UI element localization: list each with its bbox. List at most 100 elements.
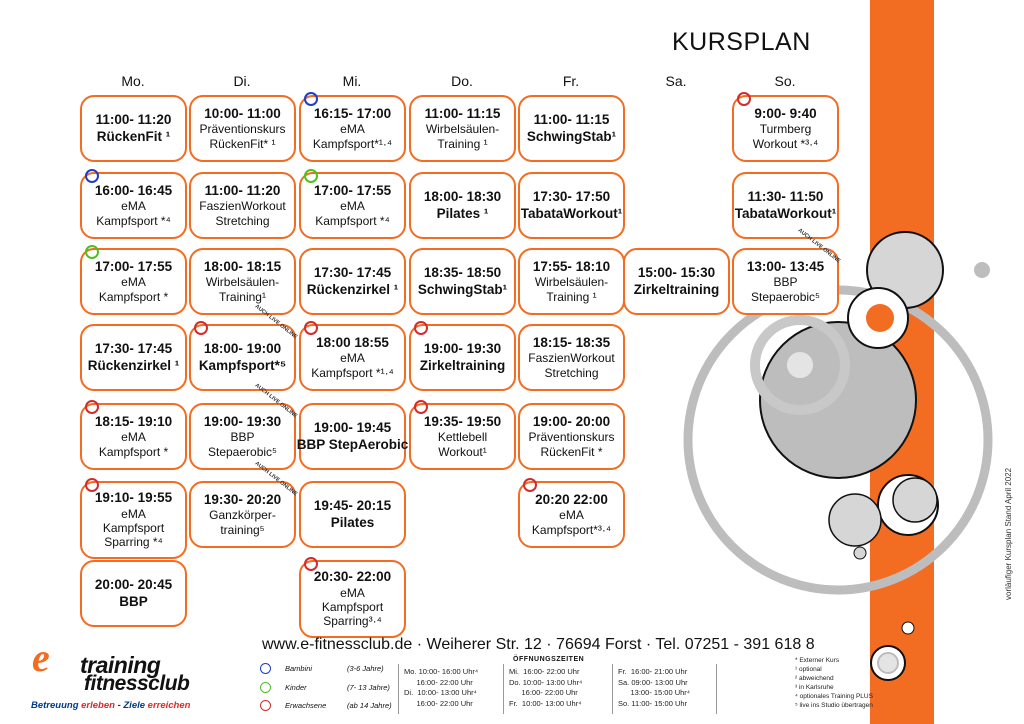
course-time: 17:00- 17:55	[313, 183, 392, 199]
course-card: 13:00- 13:45 BBP Stepaerobic⁵	[732, 248, 839, 315]
course-card: 17:30- 17:50 TabataWorkout¹	[518, 172, 625, 239]
course-name: Wirbelsäulen-	[425, 122, 500, 137]
red-age-group-icon	[85, 478, 99, 492]
blue-age-group-icon	[85, 169, 99, 183]
course-card: 20:30- 22:00 eMA Kampfsport Sparring³·⁴	[299, 560, 406, 638]
course-name: SchwingStab¹	[526, 128, 617, 144]
course-time: 17:30- 17:45	[313, 265, 392, 281]
course-time: 11:00- 11:15	[533, 112, 610, 128]
red-age-group-icon	[523, 478, 537, 492]
red-age-group-icon	[414, 400, 428, 414]
course-card: 11:00- 11:20 RückenFit ¹	[80, 95, 187, 162]
red-circle-icon	[260, 700, 271, 711]
course-name: eMA	[121, 430, 146, 445]
course-card: 11:00- 11:15 Wirbelsäulen- Training ¹	[409, 95, 516, 162]
course-card: 18:00- 19:00 Kampfsport*⁵	[189, 324, 296, 391]
club-logo: e training fitnessclub Betreuung erleben…	[30, 630, 220, 720]
course-name: FaszienWorkout	[199, 199, 286, 214]
legend-age: (ab 14 Jahre)	[347, 701, 392, 710]
legend-label: Bambini	[285, 664, 313, 673]
course-name: Wirbelsäulen-	[205, 275, 280, 290]
course-card: 9:00- 9:40 Turmberg Workout *³·⁴	[732, 95, 839, 162]
course-name: Zirkeltraining	[633, 281, 720, 297]
course-name: Pilates ¹	[436, 205, 489, 221]
course-time: 18:00- 19:00	[203, 341, 282, 357]
course-time: 19:35- 19:50	[423, 414, 502, 430]
logo-text-fitnessclub: fitnessclub	[84, 672, 190, 695]
course-name: eMA	[340, 351, 365, 366]
footnote: ⁵ live ins Studio übertragen	[795, 702, 873, 709]
course-name: Rückenzirkel ¹	[87, 357, 180, 373]
day-header: Do.	[451, 73, 473, 89]
logo-text-training: training	[80, 652, 161, 678]
course-time: 19:10- 19:55	[94, 490, 173, 506]
course-card: 11:00- 11:20 FaszienWorkout Stretching	[189, 172, 296, 239]
contact-line: www.e-fitnessclub.de · Weiherer Str. 12 …	[262, 636, 815, 653]
course-card: 15:00- 15:30 Zirkeltraining	[623, 248, 730, 315]
course-time: 20:20 22:00	[535, 492, 608, 508]
footnote: ³ in Karlsruhe	[795, 684, 834, 691]
slogan-part: erleben	[81, 700, 115, 711]
course-name: Wirbelsäulen-	[534, 275, 609, 290]
course-card: 19:45- 20:15 Pilates	[299, 481, 406, 548]
course-name: BBP	[773, 275, 798, 290]
course-time: 13:00- 13:45	[746, 259, 825, 275]
course-name: Sparring *⁴	[104, 535, 163, 550]
slogan-part: Betreuung	[31, 700, 82, 711]
footnote: ⁴ optionales Training PLUS	[795, 693, 873, 700]
course-time: 19:00- 20:00	[532, 414, 611, 430]
course-name: TabataWorkout¹	[734, 205, 837, 221]
course-card: 18:15- 19:10 eMA Kampfsport *	[80, 403, 187, 470]
course-name: BBP StepAerobic	[296, 436, 409, 452]
green-age-group-icon	[85, 245, 99, 259]
day-header: Mo.	[121, 73, 145, 89]
course-name: Stepaerobic⁵	[750, 289, 821, 304]
course-name: RückenFit ¹	[96, 128, 171, 144]
course-name: Training ¹	[546, 289, 597, 304]
course-card: 19:30- 20:20 Ganzkörper-training⁵	[189, 481, 296, 548]
course-name: Rückenzirkel ¹	[306, 281, 399, 297]
course-card: 17:00- 17:55 eMA Kampfsport *	[80, 248, 187, 315]
course-time: 18:00- 18:15	[203, 259, 282, 275]
course-card: 18:35- 18:50 SchwingStab¹	[409, 248, 516, 315]
course-card: 16:15- 17:00 eMA Kampfsport*¹·⁴	[299, 95, 406, 162]
course-card: 19:35- 19:50 Kettlebell Workout¹	[409, 403, 516, 470]
opening-hours-col1: Mo. 10:00- 16:00 Uhr⁴ 16:00- 22:00 Uhr D…	[404, 667, 479, 708]
divider	[398, 664, 399, 714]
course-time: 19:30- 20:20	[203, 492, 282, 508]
course-name: Stepaerobic⁵	[207, 444, 278, 459]
footnote: ² abweichend	[795, 675, 834, 682]
green-circle-icon	[260, 682, 271, 693]
course-name: Sparring³·⁴	[323, 614, 382, 629]
course-card: 10:00- 11:00 Präventionskurs RückenFit* ¹	[189, 95, 296, 162]
course-name: Kettlebell	[437, 430, 488, 445]
opening-hours-col3: Fr. 16:00- 21:00 Uhr Sa. 09:00- 13:00 Uh…	[618, 667, 691, 708]
course-name: Pilates	[330, 514, 375, 530]
course-card: 19:00- 20:00 Präventionskurs RückenFit *	[518, 403, 625, 470]
legend-bambini: Bambini (3-6 Jahre)	[260, 663, 384, 674]
course-time: 17:30- 17:45	[94, 341, 173, 357]
course-name: eMA	[559, 508, 584, 523]
course-name: Stretching	[215, 213, 270, 228]
course-time: 17:30- 17:50	[532, 189, 611, 205]
course-name: Kampfsport*³·⁴	[531, 522, 612, 537]
course-name: Kampfsport*⁵	[198, 357, 287, 373]
course-name: Kampfsport *	[98, 289, 169, 304]
blue-circle-icon	[260, 663, 271, 674]
course-name: Training ¹	[437, 136, 488, 151]
course-card: 19:00- 19:45 BBP StepAerobic	[296, 403, 409, 470]
course-name: Workout *³·⁴	[752, 136, 819, 151]
course-time: 19:00- 19:45	[313, 420, 392, 436]
course-name: Zirkeltraining	[419, 357, 506, 373]
course-name: Workout¹	[438, 444, 487, 459]
green-age-group-icon	[304, 169, 318, 183]
course-time: 18:00- 18:30	[423, 189, 502, 205]
course-name: Kampfsport	[321, 599, 384, 614]
red-age-group-icon	[304, 321, 318, 335]
opening-hours-col2: Mi. 16:00- 22:00 Uhr Do. 10:00- 13:00 Uh…	[509, 667, 583, 708]
slogan-part: erreichen	[147, 700, 191, 711]
course-name: eMA	[340, 122, 365, 137]
course-time: 18:35- 18:50	[423, 265, 502, 281]
course-name: SchwingStab¹	[417, 281, 508, 297]
red-age-group-icon	[304, 557, 318, 571]
